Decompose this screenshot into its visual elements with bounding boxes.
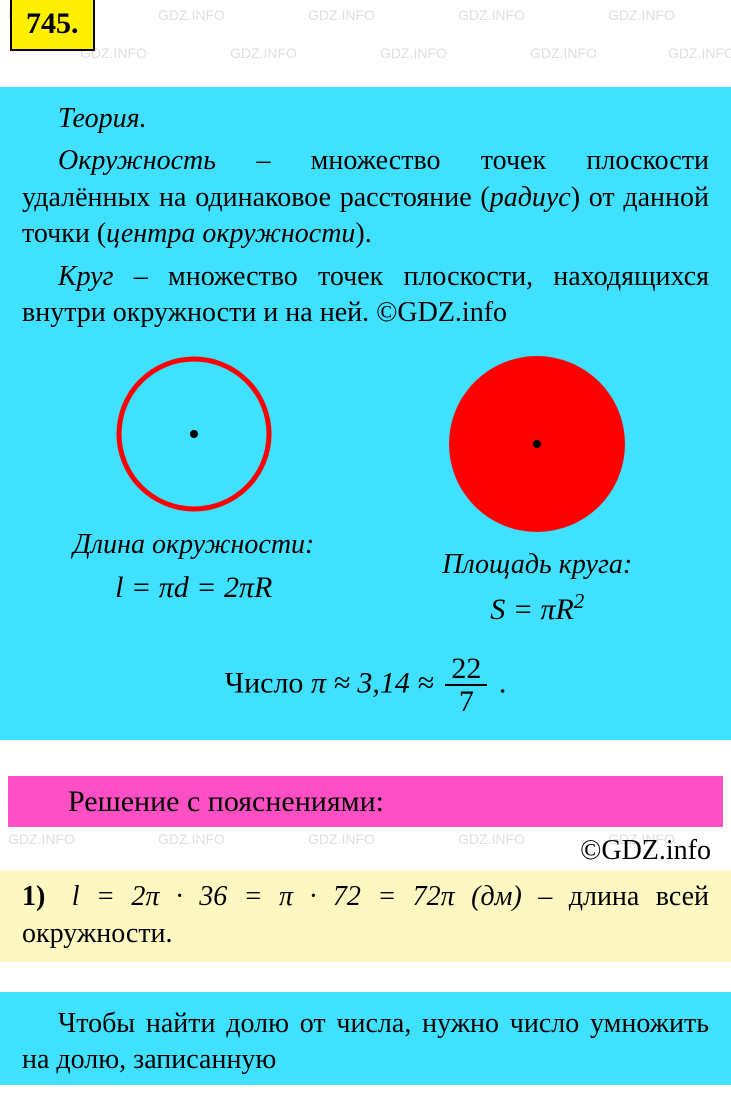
theory-block: Теория. Окружность – множество точек пло… — [0, 87, 731, 740]
circumference-label: Длина окружности: — [73, 527, 314, 563]
theory-title: Теория. — [22, 101, 709, 137]
term-disk: Круг — [58, 261, 114, 292]
circle-filled-icon — [442, 349, 632, 539]
credit-line: ©GDZ.info — [0, 827, 731, 871]
note-text: Чтобы найти долю от числа, нужно число у… — [22, 1008, 709, 1075]
pi-approximation: Число π ≈ 3,14 ≈ 22 7 . — [22, 653, 709, 718]
figures-row: Длина окружности: l = πd = 2πR Площадь к… — [22, 349, 709, 628]
circumference-formula: l = πd = 2πR — [115, 568, 272, 607]
term-circle: Окружность — [58, 145, 216, 176]
task-number: 745. — [26, 7, 79, 40]
circle-outline-icon — [109, 349, 279, 519]
step-number: 1) — [22, 881, 45, 912]
task-number-badge: 745. — [10, 0, 95, 51]
fraction-22-7: 22 7 — [445, 653, 487, 718]
term-center: цен­тра окружности — [106, 218, 355, 249]
term-radius: радиус — [490, 182, 571, 213]
solution-header: Решение с пояснениями: — [8, 776, 723, 827]
step-1: 1) l = 2π · 36 = π · 72 = 72π (дм) – дли… — [0, 871, 731, 962]
area-label: Площадь круга: — [442, 547, 632, 583]
area-formula: S = πR2 — [490, 588, 584, 629]
figure-circle-outline: Длина окружности: l = πd = 2πR — [36, 349, 352, 628]
figure-circle-filled: Площадь круга: S = πR2 — [379, 349, 695, 628]
note-block: Чтобы найти долю от числа, нужно число у… — [0, 992, 731, 1085]
definition-disk: Круг – множество точек плоскости, находя… — [22, 259, 709, 332]
step-formula: l = 2π · 36 = π · 72 = 72π (дм) — [72, 881, 522, 912]
definition-circle: Окружность – множество точек плоскости у… — [22, 143, 709, 252]
